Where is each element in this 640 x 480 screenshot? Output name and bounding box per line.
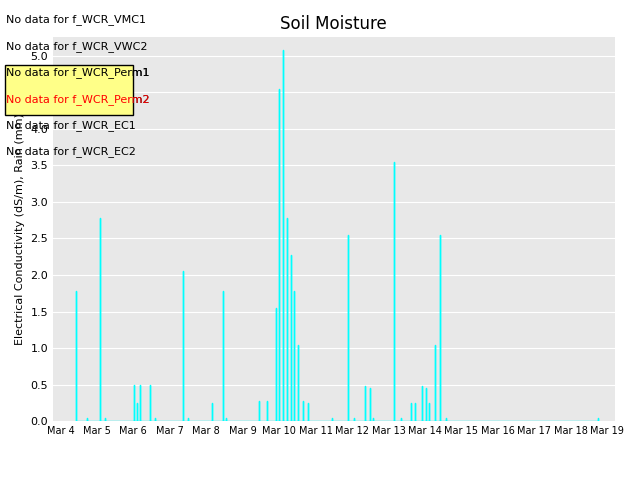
Y-axis label: Electrical Conductivity (dS/m), Rain (mm): Electrical Conductivity (dS/m), Rain (mm… bbox=[15, 113, 25, 345]
Title: Soil Moisture: Soil Moisture bbox=[280, 15, 387, 33]
Text: No data for f_WCR_EC2: No data for f_WCR_EC2 bbox=[6, 146, 136, 157]
Text: No data for f_WCR_EC1: No data for f_WCR_EC1 bbox=[6, 120, 136, 131]
Legend: Rain: Rain bbox=[298, 477, 370, 480]
Text: No data for f_WCR_VMC1: No data for f_WCR_VMC1 bbox=[6, 14, 147, 25]
Text: No data for f_WCR_Perm2: No data for f_WCR_Perm2 bbox=[6, 94, 150, 105]
Text: No data for f_WCR_VWC2: No data for f_WCR_VWC2 bbox=[6, 41, 148, 52]
Text: No data for f_WCR_Perm1: No data for f_WCR_Perm1 bbox=[6, 67, 150, 78]
Text: No data for f_WCR_Perm1: No data for f_WCR_Perm1 bbox=[6, 67, 150, 78]
Text: No data for f_WCR_Perm2: No data for f_WCR_Perm2 bbox=[6, 94, 150, 105]
